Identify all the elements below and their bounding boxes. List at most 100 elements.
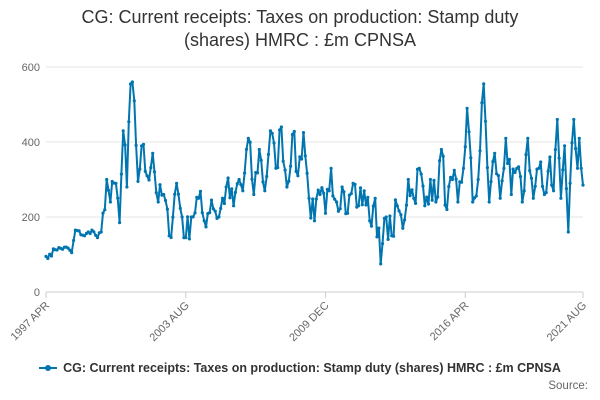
data-point: [257, 147, 261, 152]
data-point: [132, 99, 136, 103]
data-point: [397, 209, 401, 213]
data-point: [410, 188, 414, 192]
data-point: [522, 189, 526, 193]
data-point: [537, 166, 541, 170]
data-point: [489, 180, 493, 184]
data-point: [369, 224, 374, 228]
data-point: [480, 101, 484, 105]
data-point: [395, 204, 399, 208]
data-point: [379, 262, 383, 266]
data-point: [219, 206, 223, 210]
data-point: [566, 230, 570, 234]
data-point: [357, 204, 361, 208]
data-point: [414, 201, 418, 205]
data-point: [482, 82, 486, 86]
data-point: [450, 177, 454, 182]
data-point: [169, 235, 173, 240]
data-point: [154, 191, 158, 195]
data-point: [311, 197, 315, 201]
data-point: [55, 248, 59, 252]
data-point: [577, 136, 581, 140]
data-point: [200, 211, 204, 215]
data-point: [149, 166, 153, 170]
data-point: [287, 179, 291, 183]
y-tick-label: 200: [22, 212, 40, 224]
data-point: [228, 196, 232, 200]
data-point: [95, 236, 100, 240]
data-point: [434, 200, 438, 204]
data-point: [483, 119, 488, 123]
data-point: [438, 159, 442, 163]
data-point: [163, 198, 168, 203]
data-point: [504, 136, 508, 140]
data-point: [318, 192, 322, 197]
data-point: [237, 177, 241, 182]
data-point: [278, 128, 282, 132]
data-point: [300, 157, 304, 161]
data-point: [500, 179, 504, 183]
data-point: [198, 189, 203, 193]
data-point: [312, 219, 317, 223]
legend-label: CG: Current receipts: Taxes on productio…: [63, 361, 561, 375]
data-point: [298, 155, 302, 159]
data-point: [346, 211, 350, 215]
data-point: [105, 177, 109, 182]
data-point: [439, 147, 443, 152]
data-point: [353, 182, 357, 186]
data-point: [452, 168, 456, 172]
data-point: [425, 195, 429, 199]
data-point: [366, 195, 370, 199]
data-point: [524, 153, 528, 157]
data-point: [392, 234, 396, 238]
data-point: [72, 238, 76, 243]
y-tick-label: 0: [34, 287, 40, 299]
chart-title-line-1: CG: Current receipts: Taxes on productio…: [81, 7, 519, 27]
data-point: [380, 242, 385, 246]
data-point: [393, 198, 397, 202]
data-point: [518, 175, 523, 179]
data-point: [331, 194, 335, 198]
data-point: [507, 157, 511, 161]
data-point: [108, 200, 112, 204]
data-point: [456, 200, 460, 204]
y-tick-label: 400: [22, 137, 40, 149]
data-point: [281, 159, 285, 163]
data-point: [568, 181, 572, 185]
data-point: [156, 200, 160, 204]
data-point: [426, 202, 431, 206]
data-point: [430, 198, 434, 202]
data-point: [338, 207, 342, 211]
data-point: [552, 189, 556, 193]
data-point: [333, 197, 337, 201]
data-point: [511, 167, 515, 171]
data-point: [371, 204, 375, 208]
data-point: [119, 172, 123, 176]
data-point: [202, 219, 206, 223]
data-point: [327, 189, 331, 193]
data-point: [224, 185, 228, 189]
data-point: [268, 129, 272, 133]
data-point: [294, 169, 298, 173]
data-point: [421, 184, 425, 188]
data-point: [432, 178, 436, 182]
data-point: [77, 229, 81, 233]
data-point: [94, 233, 98, 237]
data-point: [404, 203, 409, 207]
data-point: [419, 172, 423, 176]
data-point: [320, 186, 324, 190]
data-point: [248, 140, 252, 144]
data-point: [171, 215, 175, 219]
data-point: [226, 176, 230, 180]
data-point: [116, 196, 120, 200]
data-point: [574, 146, 578, 151]
data-point: [187, 237, 191, 241]
data-point: [127, 120, 131, 124]
data-point: [246, 136, 250, 140]
data-point: [103, 208, 107, 212]
data-point: [151, 151, 155, 155]
data-point: [292, 129, 296, 134]
data-point: [49, 254, 54, 258]
data-point: [145, 174, 149, 178]
legend-item[interactable]: CG: Current receipts: Taxes on productio…: [0, 358, 600, 378]
